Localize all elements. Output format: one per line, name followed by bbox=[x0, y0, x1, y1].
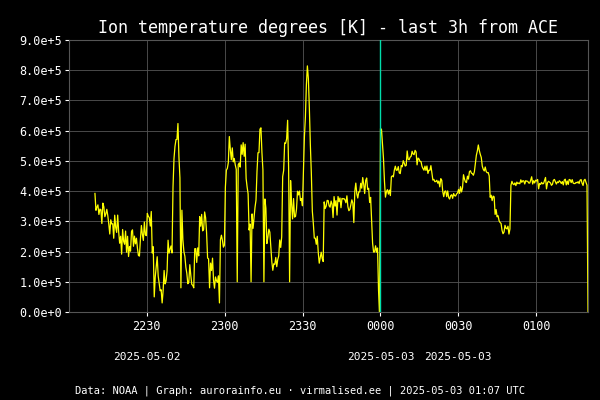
Title: Ion temperature degrees [K] - last 3h from ACE: Ion temperature degrees [K] - last 3h fr… bbox=[98, 19, 559, 37]
Text: Data: NOAA | Graph: aurorainfo.eu · virmalised.ee | 2025-05-03 01:07 UTC: Data: NOAA | Graph: aurorainfo.eu · virm… bbox=[75, 386, 525, 396]
Text: 2025-05-03: 2025-05-03 bbox=[347, 352, 414, 362]
Text: 2025-05-02: 2025-05-02 bbox=[113, 352, 181, 362]
Text: 2025-05-03: 2025-05-03 bbox=[424, 352, 492, 362]
